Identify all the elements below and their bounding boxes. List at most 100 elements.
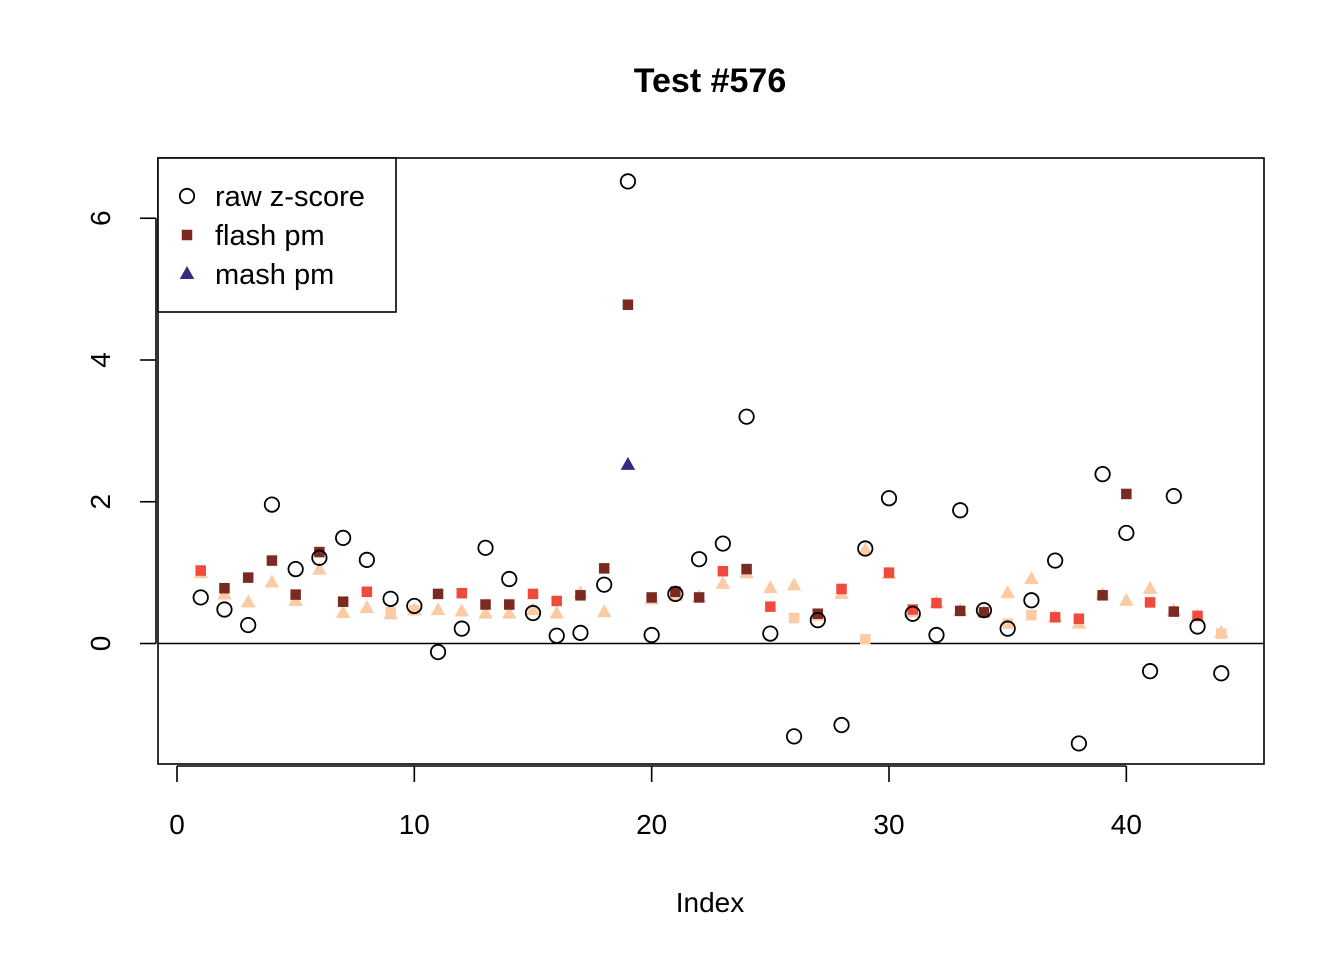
data-point <box>1119 592 1134 606</box>
data-point <box>928 626 945 644</box>
legend-box <box>157 157 397 313</box>
legend-marker <box>178 187 196 205</box>
data-point <box>904 605 921 622</box>
x-axis: 0 10 20 30 40 <box>169 765 1142 840</box>
x-tick-label: 30 <box>873 809 904 840</box>
data-point <box>266 555 278 566</box>
data-point <box>741 563 752 575</box>
data-point <box>786 577 802 591</box>
data-point <box>549 605 564 619</box>
data-point <box>596 604 612 618</box>
data-point <box>880 490 898 507</box>
data-point <box>263 496 281 513</box>
data-point <box>1189 618 1206 635</box>
data-point <box>242 572 254 583</box>
legend-label: flash pm <box>215 220 325 252</box>
data-point <box>1216 628 1227 639</box>
data-point <box>1142 580 1158 594</box>
data-point <box>290 589 301 600</box>
x-axis-label: Index <box>676 887 745 918</box>
data-point <box>406 597 423 615</box>
data-point <box>715 575 731 589</box>
data-point <box>883 567 895 578</box>
x-tick-label: 40 <box>1111 809 1142 840</box>
series-flash-pm <box>195 299 1227 645</box>
data-point <box>429 643 447 661</box>
data-point <box>572 624 589 641</box>
data-point <box>765 601 776 612</box>
data-point <box>337 596 349 607</box>
data-point <box>504 599 515 610</box>
data-point <box>240 594 256 608</box>
data-point <box>1213 665 1230 682</box>
data-point <box>524 604 542 622</box>
data-point <box>312 561 327 575</box>
data-point <box>622 299 634 310</box>
data-point <box>382 590 399 607</box>
data-point <box>785 728 803 745</box>
series-mash-pm <box>193 456 1229 638</box>
data-point <box>952 502 969 519</box>
legend-label: raw z-score <box>215 181 365 213</box>
data-point <box>453 620 470 637</box>
data-point <box>478 605 493 619</box>
data-point <box>240 616 257 634</box>
data-point <box>551 595 562 607</box>
data-point <box>620 456 636 470</box>
data-point <box>1073 613 1085 624</box>
data-point <box>598 563 610 574</box>
data-point <box>975 602 993 619</box>
data-point <box>954 605 966 617</box>
data-point <box>432 588 444 600</box>
data-point <box>1070 735 1087 752</box>
data-point <box>1002 618 1013 629</box>
data-point <box>361 586 373 598</box>
data-point <box>192 589 209 606</box>
data-point <box>762 625 779 642</box>
y-tick-label: 6 <box>85 210 116 226</box>
data-point <box>1144 597 1156 608</box>
data-point <box>264 574 280 588</box>
data-point <box>385 607 396 618</box>
data-point <box>1118 524 1135 542</box>
data-point <box>1165 487 1182 505</box>
x-tick-label: 0 <box>169 809 185 840</box>
data-point <box>1192 610 1203 622</box>
data-point <box>501 570 518 588</box>
data-point <box>670 586 681 598</box>
legend-label: mash pm <box>215 259 334 291</box>
data-point <box>575 590 586 601</box>
data-point <box>907 604 918 615</box>
data-point <box>219 582 230 594</box>
data-point <box>836 583 847 595</box>
data-point <box>714 535 731 552</box>
data-point <box>527 588 539 600</box>
data-point <box>1141 663 1159 680</box>
data-point <box>860 634 871 645</box>
data-point <box>430 602 446 616</box>
data-point <box>456 587 468 599</box>
data-point <box>1023 592 1040 609</box>
data-point <box>763 580 778 594</box>
data-point <box>477 539 494 556</box>
series-raw-z-score <box>192 173 1230 752</box>
data-point <box>1026 609 1037 621</box>
data-point <box>480 599 491 610</box>
data-point <box>693 592 705 603</box>
data-point <box>1168 606 1180 617</box>
data-point <box>454 603 470 617</box>
data-point <box>335 604 351 618</box>
data-point <box>809 612 826 629</box>
data-point <box>788 612 800 624</box>
data-point <box>409 604 420 616</box>
data-point <box>314 546 325 558</box>
data-point <box>738 408 755 425</box>
data-point <box>643 626 660 644</box>
data-point <box>833 716 850 734</box>
data-point <box>335 529 352 547</box>
data-point <box>548 627 565 644</box>
y-tick-label: 0 <box>85 636 116 652</box>
x-tick-label: 20 <box>636 809 667 840</box>
data-point <box>1000 585 1015 599</box>
